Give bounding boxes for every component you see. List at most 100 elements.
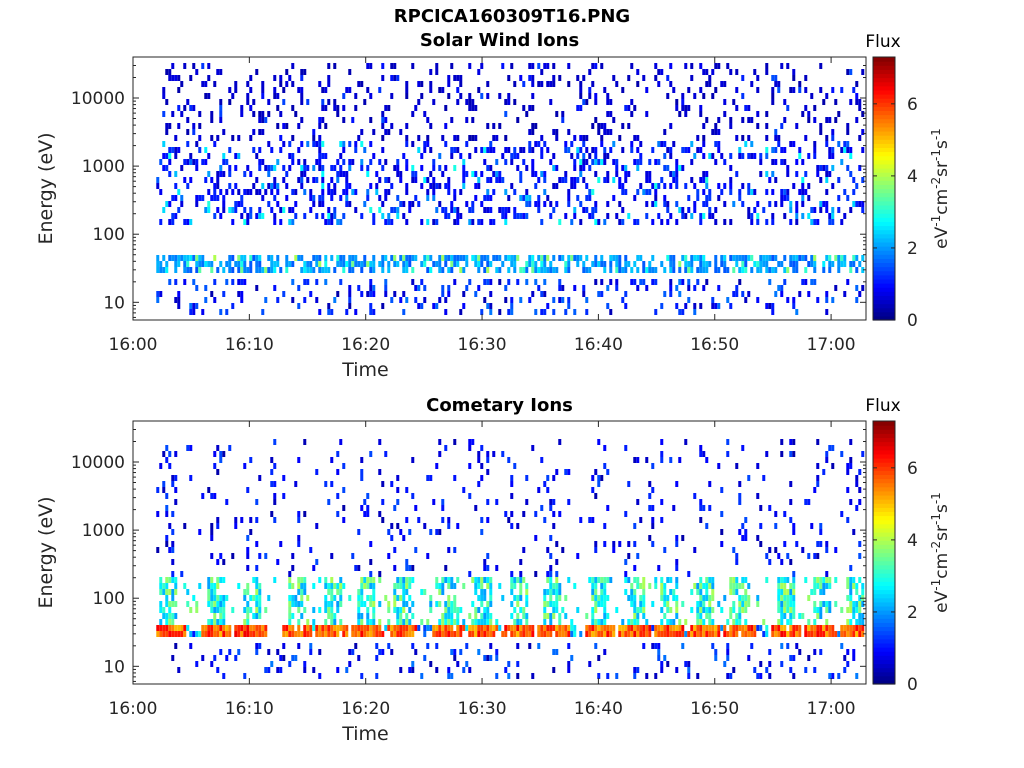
heatmap-cell bbox=[234, 87, 238, 93]
heatmap-cell bbox=[591, 613, 595, 619]
heatmap-cell bbox=[651, 219, 655, 225]
heatmap-cell bbox=[399, 201, 403, 207]
heatmap-cell bbox=[621, 123, 625, 129]
heatmap-cell bbox=[168, 219, 172, 225]
heatmap-cell bbox=[597, 481, 601, 487]
colorbar-swatch bbox=[873, 490, 895, 496]
heatmap-cell bbox=[735, 553, 739, 559]
heatmap-cell bbox=[480, 219, 484, 225]
heatmap-cell bbox=[168, 147, 172, 153]
heatmap-cell bbox=[303, 69, 307, 75]
heatmap-cell bbox=[303, 267, 307, 273]
heatmap-cell bbox=[219, 261, 223, 267]
heatmap-cell bbox=[363, 499, 367, 505]
heatmap-cell bbox=[699, 583, 703, 589]
colorbar-tick-label: 0 bbox=[907, 311, 918, 331]
heatmap-cell bbox=[807, 625, 811, 631]
heatmap-cell bbox=[804, 499, 808, 505]
heatmap-cell bbox=[792, 255, 796, 261]
heatmap-cell bbox=[459, 81, 463, 87]
heatmap-cell bbox=[834, 99, 838, 105]
heatmap-cell bbox=[555, 541, 559, 547]
heatmap-cell bbox=[234, 523, 238, 529]
heatmap-cell bbox=[711, 625, 715, 631]
heatmap-cell bbox=[291, 207, 295, 213]
heatmap-cell bbox=[762, 207, 766, 213]
heatmap-cell bbox=[453, 619, 457, 625]
heatmap-cell bbox=[702, 285, 706, 291]
heatmap-cell bbox=[453, 261, 457, 267]
heatmap-cell bbox=[843, 655, 847, 661]
heatmap-cell bbox=[309, 649, 313, 655]
heatmap-cell bbox=[258, 601, 262, 607]
heatmap-cell bbox=[327, 613, 331, 619]
heatmap-cell bbox=[252, 631, 256, 637]
heatmap-cell bbox=[396, 195, 400, 201]
heatmap-cell bbox=[795, 171, 799, 177]
heatmap-cell bbox=[453, 195, 457, 201]
heatmap-cell bbox=[390, 183, 394, 189]
heatmap-cell bbox=[234, 655, 238, 661]
heatmap-cell bbox=[525, 189, 529, 195]
heatmap-cell bbox=[810, 261, 814, 267]
heatmap-cell bbox=[264, 165, 268, 171]
heatmap-cell bbox=[468, 463, 472, 469]
heatmap-cell bbox=[549, 625, 553, 631]
heatmap-cell bbox=[621, 207, 625, 213]
heatmap-cell bbox=[270, 189, 274, 195]
heatmap-cell bbox=[171, 625, 175, 631]
heatmap-cell bbox=[402, 595, 406, 601]
heatmap-cell bbox=[168, 463, 172, 469]
heatmap-cell bbox=[165, 129, 169, 135]
heatmap-cell bbox=[447, 81, 451, 87]
heatmap-cell bbox=[420, 261, 424, 267]
heatmap-cell bbox=[381, 165, 385, 171]
heatmap-cell bbox=[363, 147, 367, 153]
heatmap-cell bbox=[561, 177, 565, 183]
heatmap-cell bbox=[438, 451, 442, 457]
heatmap-cell bbox=[813, 147, 817, 153]
heatmap-cell bbox=[426, 135, 430, 141]
heatmap-cell bbox=[735, 261, 739, 267]
heatmap-cell bbox=[492, 135, 496, 141]
heatmap-cell bbox=[651, 147, 655, 153]
heatmap-cell bbox=[732, 255, 736, 261]
heatmap-cell bbox=[273, 183, 277, 189]
heatmap-cell bbox=[402, 267, 406, 273]
heatmap-cell bbox=[339, 153, 343, 159]
heatmap-cell bbox=[183, 261, 187, 267]
heatmap-cell bbox=[237, 153, 241, 159]
heatmap-cell bbox=[366, 577, 370, 583]
heatmap-cell bbox=[402, 631, 406, 637]
heatmap-cell bbox=[735, 87, 739, 93]
heatmap-cell bbox=[591, 625, 595, 631]
heatmap-cell bbox=[831, 165, 835, 171]
heatmap-cell bbox=[702, 177, 706, 183]
heatmap-cell bbox=[552, 475, 556, 481]
heatmap-cell bbox=[636, 625, 640, 631]
heatmap-cell bbox=[360, 673, 364, 679]
heatmap-cell bbox=[516, 625, 520, 631]
heatmap-cell bbox=[159, 261, 163, 267]
y-tick-label: 100 bbox=[93, 589, 125, 609]
heatmap-cell bbox=[429, 661, 433, 667]
heatmap-cell bbox=[666, 255, 670, 261]
heatmap-cell bbox=[771, 267, 775, 273]
heatmap-cell bbox=[582, 261, 586, 267]
heatmap-cell bbox=[501, 261, 505, 267]
heatmap-cell bbox=[579, 159, 583, 165]
heatmap-cell bbox=[408, 619, 412, 625]
heatmap-cell bbox=[291, 655, 295, 661]
heatmap-cell bbox=[780, 619, 784, 625]
heatmap-cell bbox=[216, 577, 220, 583]
heatmap-cell bbox=[405, 487, 409, 493]
heatmap-cell bbox=[612, 159, 616, 165]
heatmap-cell bbox=[636, 577, 640, 583]
heatmap-cell bbox=[573, 583, 577, 589]
heatmap-cell bbox=[498, 583, 502, 589]
heatmap-cell bbox=[357, 529, 361, 535]
heatmap-cell bbox=[603, 589, 607, 595]
heatmap-cell bbox=[819, 207, 823, 213]
heatmap-cell bbox=[516, 213, 520, 219]
heatmap-cell bbox=[363, 99, 367, 105]
